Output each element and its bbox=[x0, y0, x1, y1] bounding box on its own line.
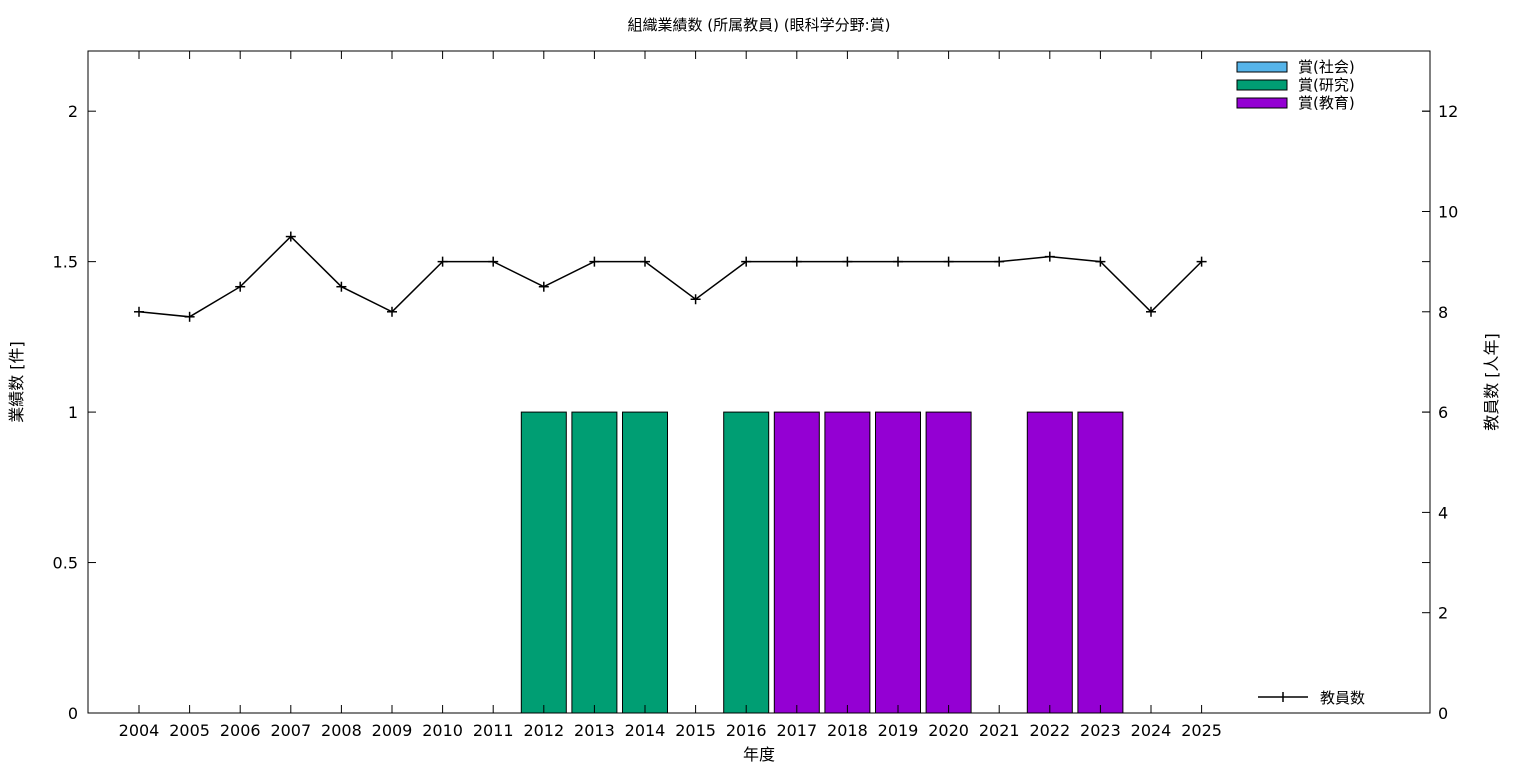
y-tick-label: 1 bbox=[68, 403, 78, 422]
legend-swatch bbox=[1236, 61, 1288, 73]
y-tick-label: 0.5 bbox=[53, 554, 78, 573]
x-tick-label: 2014 bbox=[625, 721, 666, 740]
legend-line-label: 教員数 bbox=[1320, 689, 1365, 707]
y2-tick-label: 6 bbox=[1438, 403, 1448, 422]
x-tick-label: 2011 bbox=[473, 721, 514, 740]
bar bbox=[1026, 411, 1073, 714]
x-tick-label: 2004 bbox=[119, 721, 160, 740]
line-point bbox=[741, 256, 752, 267]
bar bbox=[1077, 411, 1124, 714]
x-tick-label: 2021 bbox=[979, 721, 1020, 740]
line-point bbox=[387, 306, 397, 317]
line-point bbox=[336, 281, 347, 292]
line-point bbox=[842, 256, 853, 267]
y-tick-label: 2 bbox=[68, 102, 78, 121]
line-point bbox=[943, 256, 954, 267]
bar bbox=[723, 411, 770, 714]
x-tick-label: 2016 bbox=[726, 721, 767, 740]
legend-line-series: 教員数 bbox=[1258, 689, 1365, 707]
legend-label: 賞(研究) bbox=[1298, 76, 1355, 94]
line-point bbox=[184, 311, 195, 322]
line-point bbox=[285, 231, 296, 242]
y2-tick-label: 8 bbox=[1438, 303, 1448, 322]
x-tick-label: 2009 bbox=[372, 721, 413, 740]
line-point bbox=[488, 256, 499, 267]
bars-group bbox=[520, 411, 1124, 714]
chart-title: 組織業績数 (所属教員) (眼科学分野:賞) bbox=[628, 16, 891, 34]
line-point bbox=[640, 256, 650, 267]
x-tick-label: 2007 bbox=[270, 721, 311, 740]
line-series-group bbox=[134, 231, 1207, 322]
line-point bbox=[1146, 306, 1156, 317]
y2-tick-label: 2 bbox=[1438, 604, 1448, 623]
y2-axis-label: 教員数 [人年] bbox=[1482, 333, 1501, 431]
x-tick-label: 2024 bbox=[1131, 721, 1172, 740]
line-point bbox=[791, 256, 802, 267]
line-point bbox=[134, 306, 144, 317]
line-point bbox=[1044, 251, 1055, 262]
x-tick-label: 2015 bbox=[675, 721, 716, 740]
legend-swatch bbox=[1236, 79, 1288, 91]
x-tick-label: 2005 bbox=[169, 721, 210, 740]
bar bbox=[925, 411, 972, 714]
line-point bbox=[235, 281, 246, 292]
y2-axis-ticks: 0 2 4 6 8 10 12 bbox=[1422, 102, 1458, 723]
y2-tick-label: 10 bbox=[1438, 202, 1458, 221]
legend-swatch bbox=[1236, 97, 1288, 109]
bar bbox=[773, 411, 820, 714]
bar bbox=[824, 411, 871, 714]
x-tick-label: 2013 bbox=[574, 721, 615, 740]
y2-tick-label: 4 bbox=[1438, 503, 1448, 522]
y-tick-label: 1.5 bbox=[53, 253, 78, 272]
bar bbox=[622, 411, 668, 714]
bar bbox=[571, 411, 618, 714]
x-tick-label: 2023 bbox=[1080, 721, 1121, 740]
x-tick-label: 2008 bbox=[321, 721, 362, 740]
line-point bbox=[1196, 256, 1207, 267]
y2-tick-label: 0 bbox=[1438, 704, 1448, 723]
y-tick-label: 0 bbox=[68, 704, 78, 723]
legend-label: 賞(教育) bbox=[1298, 94, 1355, 112]
y-axis-label: 業績数 [件] bbox=[7, 341, 26, 423]
x-tick-label: 2025 bbox=[1181, 721, 1222, 740]
line-point bbox=[690, 294, 701, 305]
line-point bbox=[1095, 256, 1106, 267]
y2-tick-label: 12 bbox=[1438, 102, 1458, 121]
x-axis-ticks: 2004 2005 2006 2007 2008 2009 2010 2011 2012 2013… bbox=[119, 51, 1222, 740]
bar bbox=[520, 411, 567, 714]
line-point bbox=[589, 256, 600, 267]
x-tick-label: 2010 bbox=[422, 721, 463, 740]
x-axis-label: 年度 bbox=[743, 745, 775, 764]
legend: 賞(社会)賞(研究)賞(教育) bbox=[1236, 58, 1355, 112]
line-point bbox=[538, 281, 549, 292]
line-point bbox=[893, 256, 903, 267]
legend-label: 賞(社会) bbox=[1298, 58, 1355, 76]
x-tick-label: 2006 bbox=[220, 721, 261, 740]
x-tick-label: 2022 bbox=[1029, 721, 1070, 740]
x-tick-label: 2019 bbox=[878, 721, 919, 740]
line-series-path bbox=[138, 235, 1203, 318]
x-tick-label: 2017 bbox=[776, 721, 817, 740]
x-tick-label: 2012 bbox=[523, 721, 564, 740]
bar bbox=[875, 411, 921, 714]
x-tick-label: 2018 bbox=[827, 721, 868, 740]
line-point bbox=[437, 256, 448, 267]
line-point bbox=[994, 256, 1005, 267]
x-tick-label: 2020 bbox=[928, 721, 969, 740]
